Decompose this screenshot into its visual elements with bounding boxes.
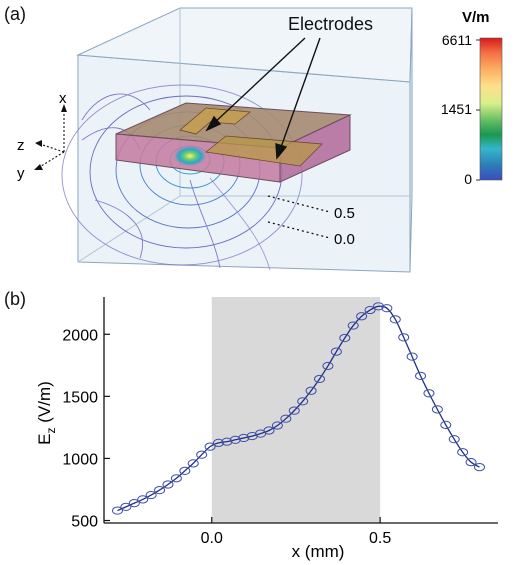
data-point — [473, 463, 485, 472]
data-point — [448, 435, 460, 444]
y-axis-label-tail: (V/m) — [35, 381, 54, 427]
data-point — [322, 361, 334, 371]
axes-triad — [37, 110, 65, 169]
callout-arrows — [205, 37, 321, 160]
data-point — [389, 315, 401, 324]
data-point — [111, 506, 123, 515]
data-point — [423, 389, 435, 398]
y-tick-label: 500 — [71, 514, 98, 531]
data-point — [221, 437, 233, 446]
data-point — [440, 420, 452, 430]
data-point — [398, 333, 410, 342]
colorbar-tick-mid: 1451 — [441, 101, 472, 117]
data-point — [364, 305, 376, 315]
data-point — [229, 435, 241, 444]
axis-y-label: y — [17, 165, 25, 182]
panel-b-label: (b) — [4, 289, 26, 309]
data-point — [137, 495, 149, 504]
data-point — [120, 502, 132, 511]
level-markers — [267, 195, 331, 239]
data-point — [170, 474, 182, 483]
data-point — [263, 426, 275, 435]
data-point — [372, 302, 384, 311]
field-hotspot — [174, 146, 206, 166]
ez-line-chart: 500 1000 1500 2000 0.0 0.5 x (mm) Ez (V/m) — [35, 297, 498, 561]
panel-a-label: (a) — [4, 4, 26, 24]
level-0-0-label: 0.0 — [334, 231, 355, 248]
colorbar — [479, 37, 503, 181]
data-point — [381, 304, 393, 313]
x-arrowhead — [61, 104, 67, 112]
axis-x-label: x — [59, 90, 67, 107]
data-point — [330, 347, 342, 356]
simulation-3d-render: Electrodes x z y 0.5 0.0 V/m 6611 1451 0 — [17, 7, 503, 273]
colorbar-tick-min: 0 — [464, 171, 472, 187]
level-0-5-label: 0.5 — [334, 205, 355, 222]
axis-z-label: z — [17, 137, 25, 154]
x-tick-label: 0.0 — [201, 530, 223, 547]
y-axis-label: Ez (V/m) — [35, 381, 58, 445]
data-point — [297, 397, 309, 406]
y-axis-label-sub: z — [44, 427, 58, 433]
y-tick-label: 1500 — [62, 389, 98, 406]
data-point — [339, 333, 351, 343]
data-point — [406, 352, 418, 361]
data-point — [415, 371, 427, 380]
data-point — [154, 485, 166, 495]
electrodes-callout: Electrodes — [288, 14, 373, 34]
data-point — [431, 405, 443, 414]
data-point — [347, 321, 359, 330]
x-axis-label: x (mm) — [292, 542, 345, 561]
data-point — [179, 466, 191, 475]
data-point — [128, 499, 140, 508]
data-point — [187, 459, 199, 468]
z-arrowhead — [35, 140, 42, 147]
x-tick-label: 0.5 — [369, 530, 391, 547]
colorbar-unit: V/m — [462, 9, 490, 26]
series-markers — [111, 302, 485, 515]
series-line — [117, 305, 480, 512]
chart-ticks: 500 1000 1500 2000 0.0 0.5 — [62, 327, 391, 547]
data-point — [305, 386, 317, 395]
data-point — [204, 442, 216, 451]
data-point — [196, 450, 208, 459]
data-point — [280, 414, 292, 423]
data-point — [356, 312, 368, 321]
data-point — [212, 438, 224, 448]
data-point — [238, 433, 250, 443]
y-arrowhead — [34, 164, 43, 170]
y-tick-label: 1000 — [62, 451, 98, 468]
y-axis-label-main: E — [35, 433, 54, 444]
data-point — [271, 421, 283, 430]
data-point — [162, 480, 174, 489]
colorbar-tick-max: 6611 — [442, 32, 472, 48]
data-point — [465, 458, 477, 467]
data-point — [314, 374, 326, 384]
data-point — [457, 448, 469, 457]
data-point — [145, 490, 157, 500]
y-tick-label: 2000 — [62, 327, 98, 344]
shaded-region — [211, 297, 381, 523]
data-point — [288, 406, 300, 415]
